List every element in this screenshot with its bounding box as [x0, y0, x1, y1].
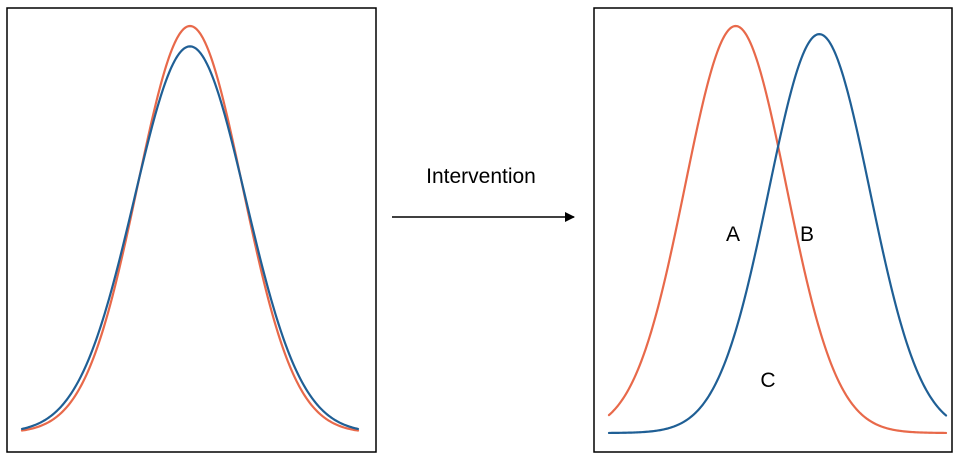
before-panel [6, 7, 377, 453]
after-curves [607, 24, 948, 435]
region-label-a: A [726, 223, 740, 246]
after-panel: A B C [593, 7, 953, 453]
before-curves [20, 24, 360, 432]
before-curve-blue [20, 45, 360, 431]
after-panel-frame [593, 7, 953, 453]
after-curve-blue [607, 33, 948, 435]
intervention-label: Intervention [426, 165, 536, 188]
before-curve-orange [20, 24, 360, 432]
region-label-c: C [760, 369, 775, 392]
after-curve-orange [607, 24, 948, 435]
intervention-arrow: Intervention [392, 165, 575, 222]
region-label-b: B [800, 223, 814, 246]
before-panel-frame [6, 7, 377, 453]
